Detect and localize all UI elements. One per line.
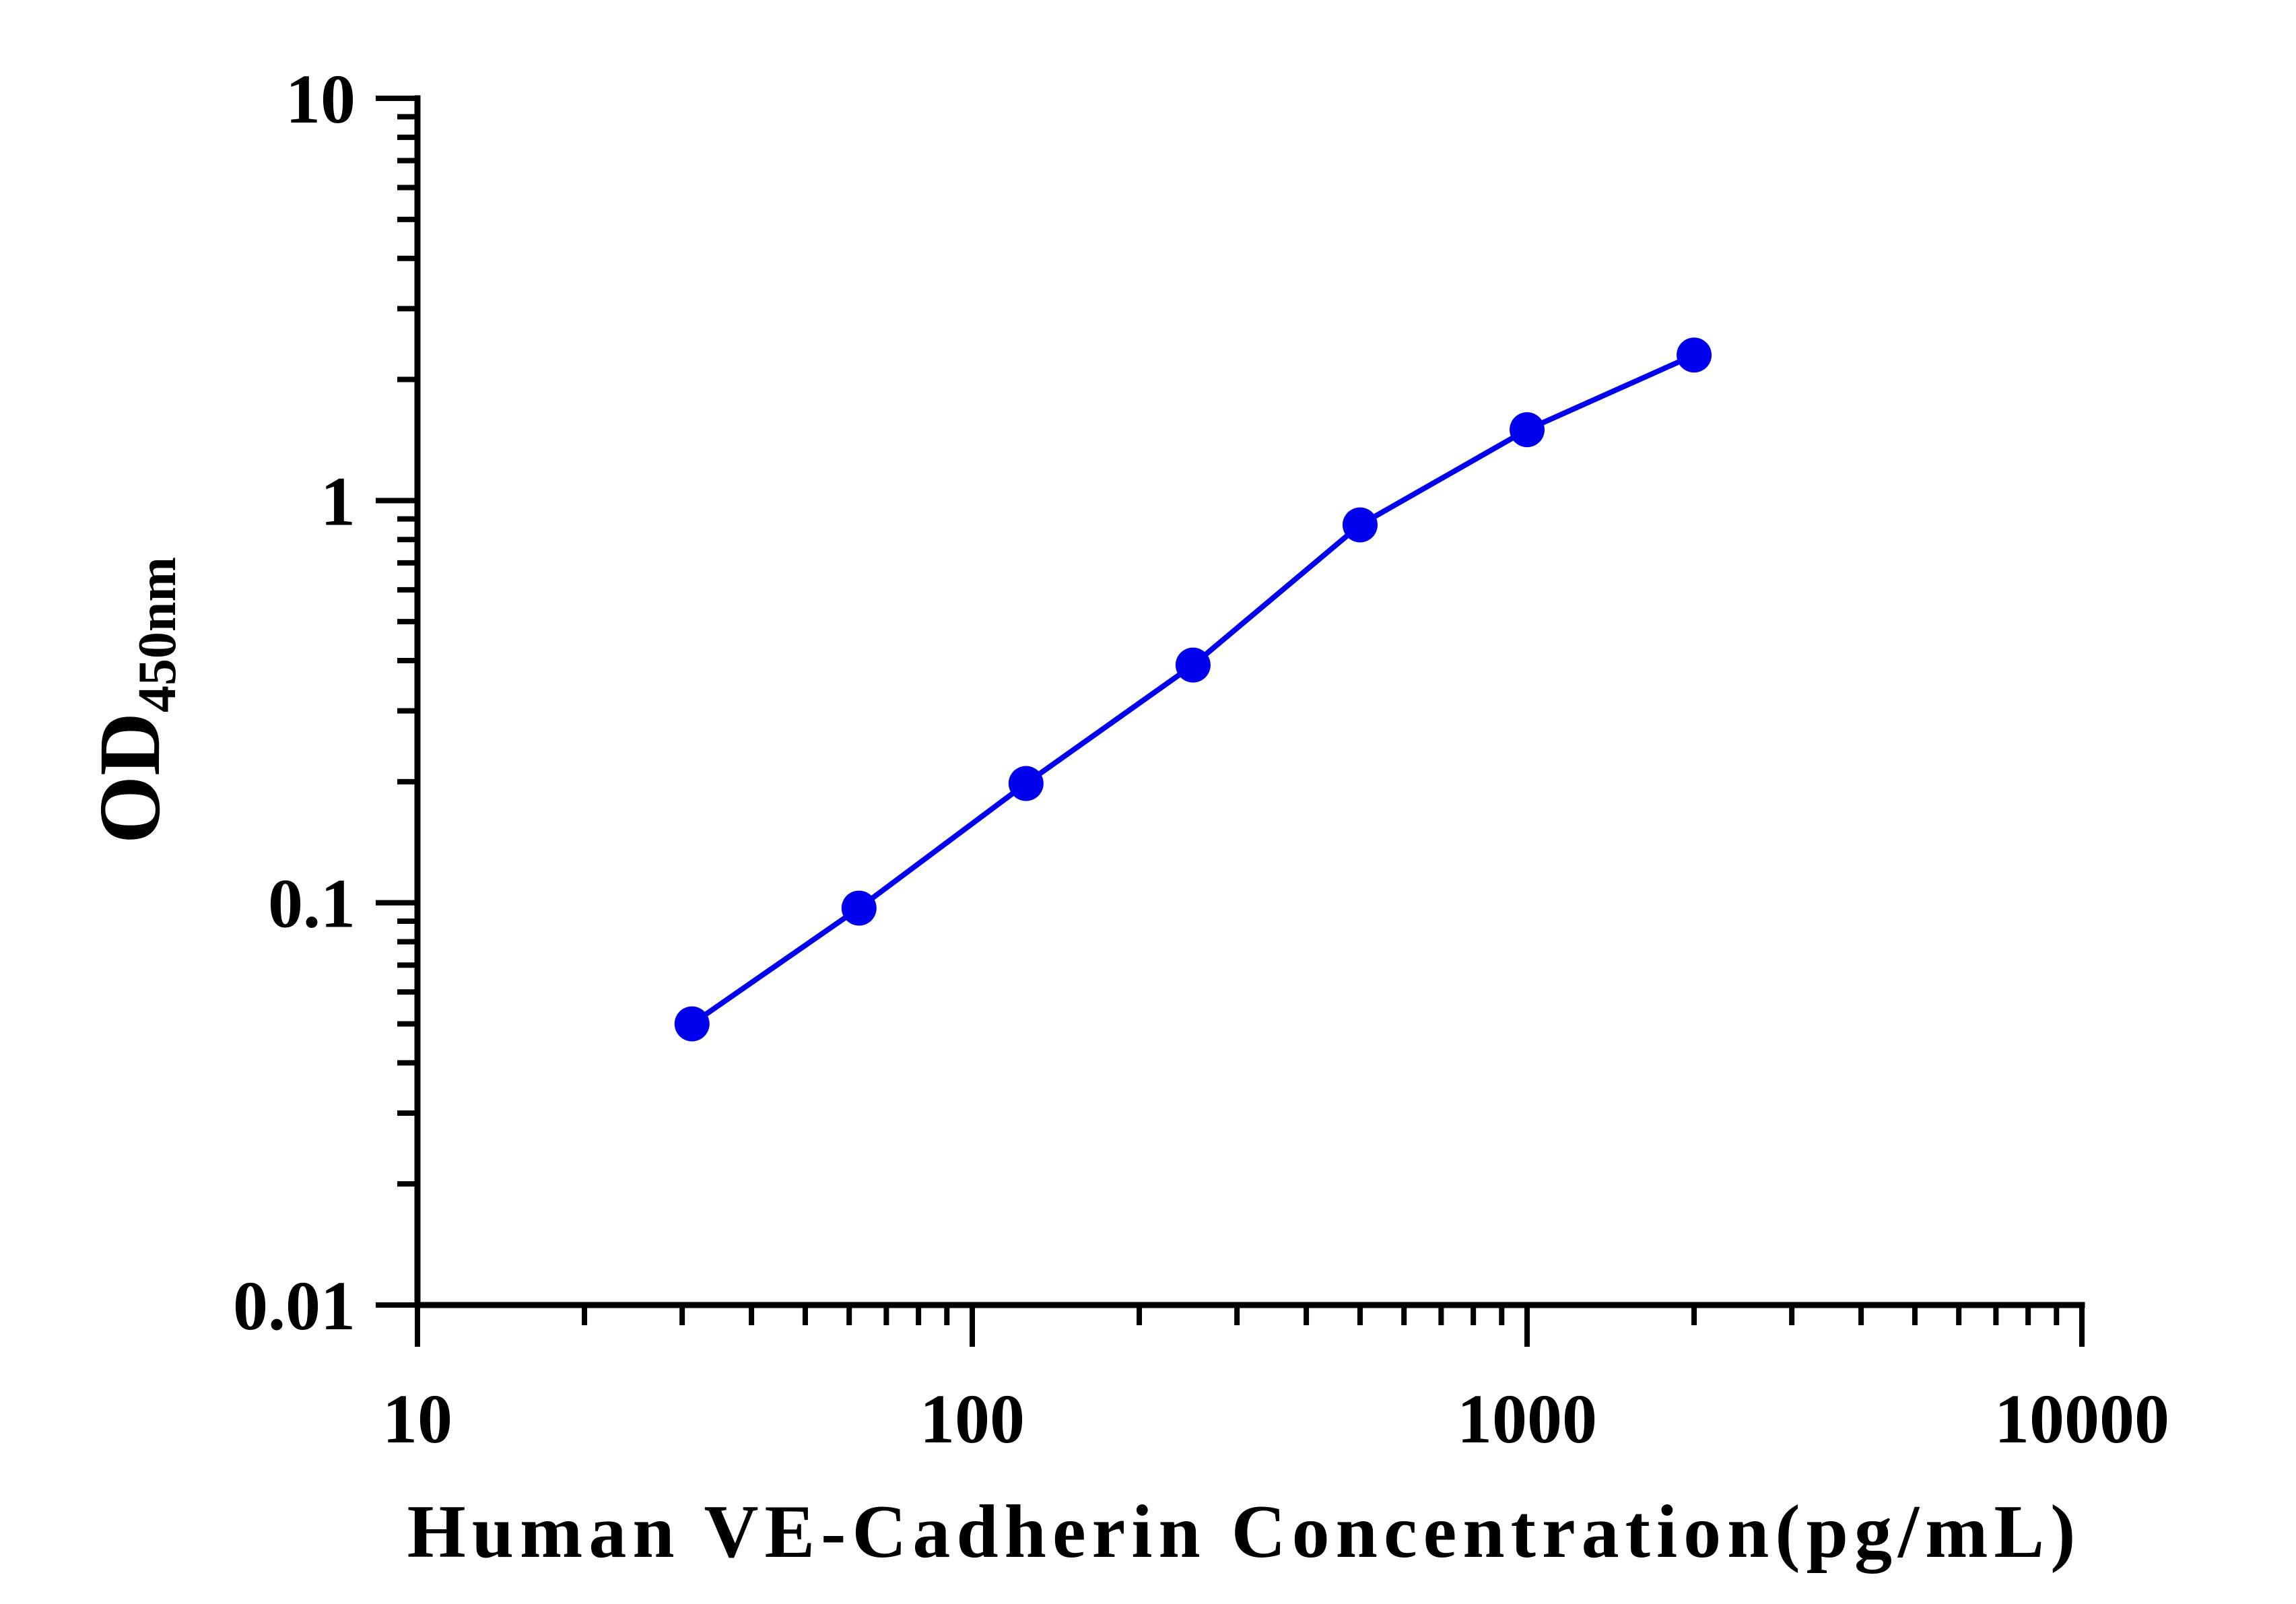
data-point	[674, 1006, 710, 1042]
y-tick-label: 10	[285, 61, 356, 138]
x-tick-label: 10000	[1994, 1380, 2169, 1458]
x-axis-minor-ticks	[582, 1305, 2060, 1325]
y-tick-label: 0.1	[268, 865, 356, 943]
x-axis-tick-labels: 10 100 1000 10000	[382, 1380, 2169, 1458]
series-line	[690, 352, 1695, 1026]
data-point	[1008, 766, 1044, 801]
y-axis-tick-labels: 0.01 0.1 1 10	[233, 61, 356, 1345]
y-axis-minor-ticks	[397, 114, 417, 1187]
y-axis-title-subscript: 450nm	[128, 557, 187, 712]
data-point	[1510, 412, 1545, 448]
y-tick-label: 0.01	[233, 1267, 356, 1345]
x-axis-title: Human VE-Cadherin Concentration(pg/mL)	[407, 1490, 2082, 1574]
y-axis-title-main: OD	[81, 712, 178, 844]
x-axis-major-ticks	[415, 1305, 2085, 1347]
data-point	[1342, 507, 1378, 543]
data-point	[1677, 337, 1712, 373]
x-tick-label: 1000	[1457, 1380, 1597, 1458]
axes	[414, 95, 2085, 1308]
data-point	[841, 890, 877, 926]
y-tick-label: 1	[320, 463, 356, 540]
data-point	[1175, 647, 1211, 683]
y-axis-major-ticks	[376, 96, 417, 1308]
x-tick-label: 100	[920, 1380, 1025, 1458]
y-axis-title: OD450nm	[81, 557, 187, 844]
series-layer	[674, 337, 1712, 1042]
x-tick-label: 10	[382, 1380, 452, 1458]
